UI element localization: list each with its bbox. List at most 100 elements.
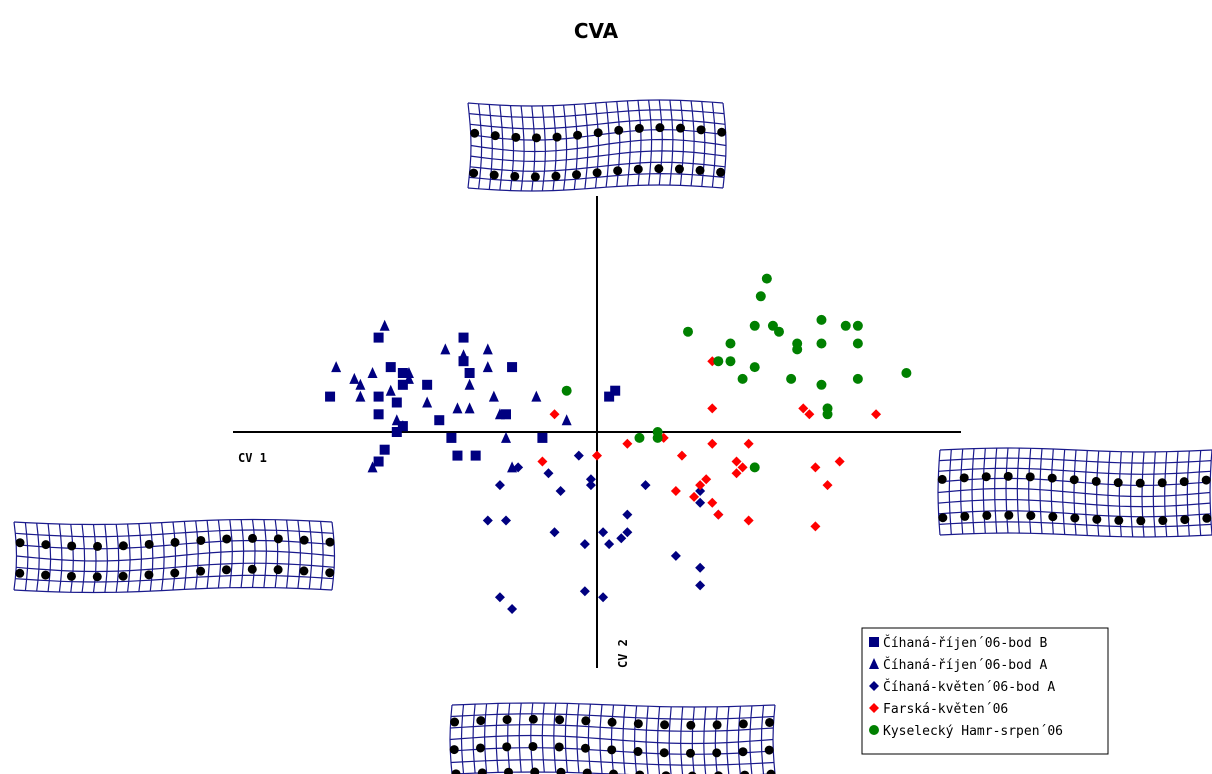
grid-line (553, 703, 557, 773)
grid-line (1107, 451, 1111, 537)
grid-line (605, 102, 610, 188)
landmark (510, 171, 520, 181)
point (749, 362, 760, 373)
point (610, 385, 621, 396)
landmark (633, 719, 643, 729)
landmark (325, 568, 335, 578)
grid-line (587, 704, 591, 774)
grid-line (172, 521, 177, 591)
landmark (1179, 477, 1189, 487)
point (397, 379, 408, 390)
point (537, 456, 548, 467)
grid-line (449, 704, 453, 774)
point (379, 319, 390, 331)
point (458, 332, 469, 343)
grid-line (626, 100, 632, 186)
point (367, 461, 378, 473)
grid-line (584, 103, 589, 189)
grid-line (948, 449, 952, 535)
grid-line (971, 448, 975, 534)
grid-line (13, 521, 18, 591)
grid-line (656, 706, 661, 774)
landmark (686, 720, 696, 730)
grid-line (937, 449, 941, 536)
point (755, 291, 766, 302)
landmark (609, 769, 618, 774)
landmark (607, 717, 617, 727)
point (507, 362, 518, 373)
point (446, 432, 457, 443)
deformation-grids (13, 99, 1212, 774)
landmark (1113, 478, 1123, 488)
landmark (222, 534, 232, 544)
point (507, 461, 518, 473)
point (573, 450, 584, 461)
point (379, 444, 390, 455)
point (543, 468, 554, 479)
landmark (659, 748, 669, 758)
point (501, 515, 511, 526)
landmark (1135, 478, 1145, 488)
grid-line (507, 703, 511, 773)
point (695, 497, 706, 508)
point (391, 427, 402, 437)
point (695, 480, 706, 491)
point (592, 450, 602, 461)
grid-line (622, 705, 626, 774)
point (816, 314, 827, 325)
grid-line (714, 706, 718, 774)
landmark (960, 511, 970, 521)
point (598, 527, 609, 538)
landmark (674, 164, 684, 174)
grid-line (104, 524, 109, 593)
grid-line (564, 703, 568, 773)
landmark (1157, 478, 1167, 488)
point (397, 368, 408, 378)
point (676, 450, 687, 461)
legend-marker (869, 725, 879, 735)
landmark (716, 167, 726, 177)
grid-line (58, 523, 63, 593)
point (367, 367, 378, 378)
point (494, 408, 505, 420)
point (810, 521, 821, 532)
grid-line (263, 519, 268, 588)
landmark (118, 541, 128, 551)
point (786, 373, 797, 384)
grid-line (499, 105, 504, 191)
grid-line (599, 704, 603, 774)
landmark (685, 748, 695, 758)
landmark (196, 566, 206, 576)
landmark (1026, 511, 1036, 521)
grid-line (541, 703, 545, 773)
landmark (1070, 513, 1080, 523)
landmark (299, 566, 309, 576)
grid-line (1028, 448, 1032, 534)
landmark (41, 540, 51, 550)
landmark (1202, 513, 1212, 523)
point (482, 343, 493, 355)
landmark (247, 564, 257, 574)
grid-line (772, 704, 776, 774)
grid-line (1209, 449, 1212, 536)
landmark (470, 128, 480, 138)
landmark (556, 767, 566, 774)
landmark (15, 568, 25, 578)
point (579, 539, 590, 550)
point (464, 368, 475, 378)
legend-label: Farská-květen´06 (883, 702, 1008, 717)
point (701, 474, 712, 485)
grid-line (633, 705, 638, 774)
grid-line (680, 706, 684, 774)
grid-line (483, 703, 488, 773)
landmark (717, 127, 727, 137)
grid-line (115, 524, 120, 593)
point (579, 586, 590, 597)
grid-line (161, 522, 165, 591)
landmark (1048, 512, 1058, 522)
landmark (15, 538, 25, 548)
landmark (712, 748, 722, 758)
point (598, 592, 609, 603)
landmark (764, 745, 774, 755)
